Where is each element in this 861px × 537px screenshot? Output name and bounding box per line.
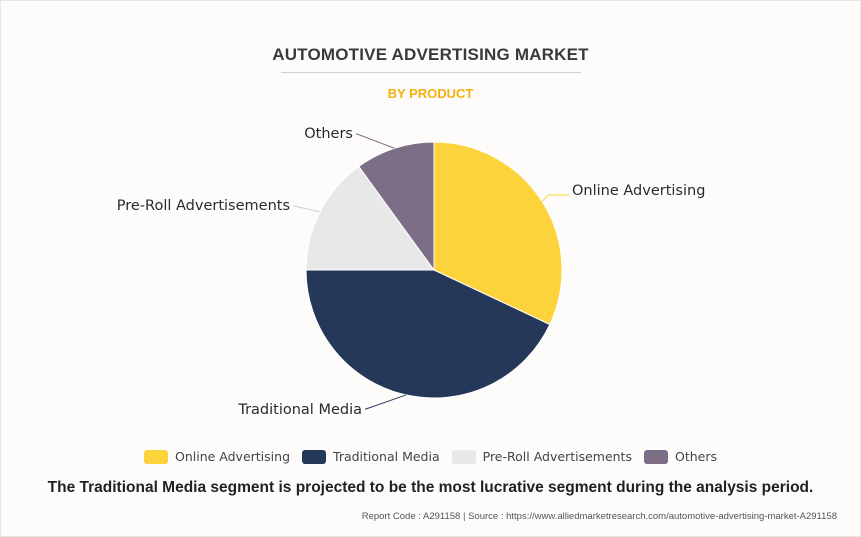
leader-line-pre-roll-advertisements (293, 205, 321, 213)
slice-labels: Online Advertising Traditional Media Pre-R… (117, 126, 706, 418)
chart-subtitle: BY PRODUCT (387, 86, 474, 101)
chart-footnote: The Traditional Media segment is project… (47, 479, 814, 496)
legend-swatch (302, 449, 327, 464)
legend-label: Others (674, 449, 717, 464)
legend-swatch (643, 449, 668, 464)
slice-label-traditional-media: Traditional Media (237, 402, 362, 418)
legend-item-others[interactable]: Others (643, 449, 717, 464)
legend-item-pre-roll-advertisements[interactable]: Pre-Roll Advertisements (451, 449, 632, 464)
chart-legend: Online Advertising Traditional Media Pre-R… (0, 449, 861, 464)
title-divider (281, 72, 581, 73)
leader-lines (293, 133, 569, 410)
slice-label-others: Others (304, 126, 353, 142)
slice-label-pre-roll-advertisements: Pre-Roll Advertisements (117, 198, 290, 214)
legend-swatch (451, 449, 476, 464)
legend-swatch (144, 449, 168, 464)
pie-slices (305, 141, 563, 399)
slice-label-online-advertising: Online Advertising (572, 183, 705, 199)
legend-label: Traditional Media (333, 449, 440, 464)
legend-label: Pre-Roll Advertisements (482, 449, 632, 464)
legend-item-online-advertising[interactable]: Online Advertising (144, 449, 290, 464)
leader-line-others (356, 133, 395, 149)
legend-item-traditional-media[interactable]: Traditional Media (302, 449, 440, 464)
legend-label: Online Advertising (175, 449, 291, 464)
chart-title: AUTOMOTIVE ADVERTISING MARKET (272, 45, 589, 64)
leader-line-traditional-media (365, 394, 407, 410)
pie-slice-others[interactable] (358, 141, 435, 272)
pie-slice-pre-roll-advertisements[interactable] (305, 165, 435, 271)
leader-line-online-advertising (541, 194, 569, 202)
pie-slice-traditional-media[interactable] (305, 269, 551, 399)
source-note: Report Code : A291158 | Source : https:/… (361, 511, 837, 522)
